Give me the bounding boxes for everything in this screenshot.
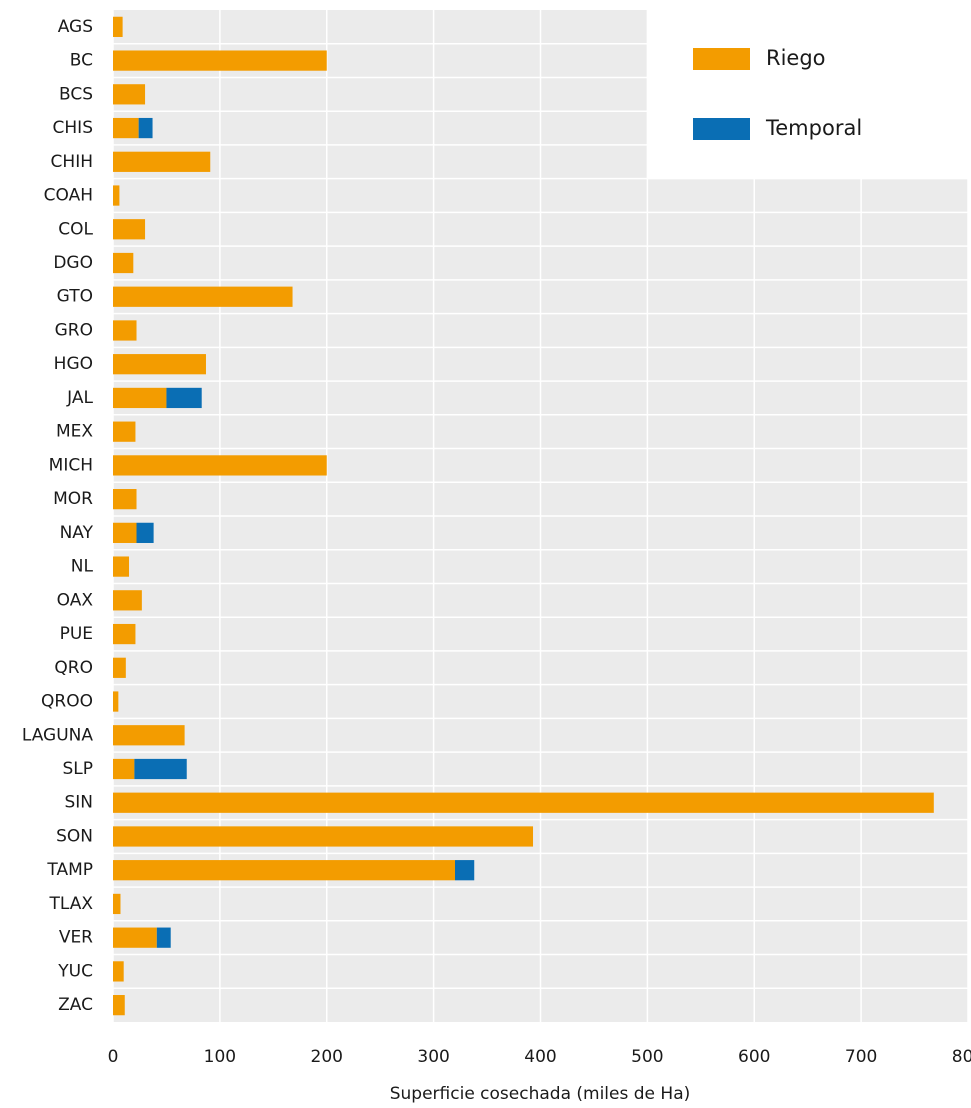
bar (113, 725, 185, 746)
bar (113, 691, 119, 712)
y-tick-label: TAMP (46, 860, 93, 880)
legend-label: Riego (766, 46, 826, 70)
y-tick-label: CHIS (53, 118, 93, 138)
y-tick-label: ZAC (58, 995, 93, 1015)
y-tick-label: DGO (53, 253, 93, 273)
bar (113, 792, 934, 813)
bar (166, 387, 202, 409)
y-tick-label: COL (58, 219, 93, 239)
x-tick-label: 400 (524, 1047, 556, 1067)
bar (113, 556, 130, 577)
legend-box (648, 10, 968, 178)
y-tick-label: OAX (57, 590, 94, 610)
y-tick-label: NAY (60, 523, 94, 543)
y-tick-label: SON (56, 826, 93, 846)
legend-label: Temporal (765, 116, 862, 140)
y-tick-label: SLP (62, 759, 93, 779)
bar (113, 826, 534, 847)
bar (113, 893, 121, 915)
x-axis-label: Superficie cosechada (miles de Ha) (390, 1084, 691, 1104)
x-tick-label: 300 (417, 1047, 449, 1067)
legend-swatch (693, 118, 750, 140)
y-tick-label: AGS (58, 17, 93, 37)
y-tick-label: VER (59, 928, 93, 948)
y-tick-label: CHIH (51, 152, 93, 172)
x-tick-label: 700 (845, 1047, 877, 1067)
bar (113, 995, 125, 1016)
bar (113, 354, 206, 375)
bar (138, 117, 153, 139)
y-tick-label: TLAX (48, 894, 93, 914)
y-tick-label: QRO (54, 658, 93, 678)
bar (113, 961, 124, 982)
y-tick-label: PUE (60, 624, 93, 644)
y-tick-label: MICH (49, 455, 93, 475)
y-tick-label: MOR (53, 489, 93, 509)
bar (136, 522, 154, 543)
x-tick-label: 600 (738, 1047, 770, 1067)
x-tick-label: 500 (631, 1047, 663, 1067)
y-tick-label: GRO (55, 320, 93, 340)
y-tick-label: LAGUNA (22, 725, 94, 745)
y-tick-label: HGO (54, 354, 93, 374)
bar (113, 185, 120, 206)
bar (113, 758, 135, 780)
y-tick-label: BC (70, 51, 93, 71)
bar (113, 387, 167, 409)
bar (113, 320, 137, 341)
bar (113, 657, 126, 678)
y-tick-label: BCS (59, 84, 93, 104)
bar (113, 151, 211, 172)
bar (134, 758, 187, 780)
y-tick-label: NL (71, 557, 94, 577)
bar (113, 50, 327, 71)
bar (113, 927, 157, 948)
bar (113, 489, 137, 510)
bar (113, 286, 293, 307)
bar (455, 860, 475, 881)
bar (113, 84, 146, 105)
x-tick-label: 100 (204, 1047, 236, 1067)
bar (113, 219, 146, 240)
x-tick-label: 0 (108, 1047, 119, 1067)
legend-swatch (693, 48, 750, 70)
y-tick-label: MEX (56, 422, 93, 442)
bar (113, 455, 327, 476)
x-tick-label: 200 (311, 1047, 343, 1067)
y-tick-label: JAL (66, 388, 93, 408)
y-tick-label: SIN (64, 793, 93, 813)
y-tick-label: YUC (57, 961, 93, 981)
bar (113, 860, 455, 881)
bar (113, 252, 134, 274)
bar (113, 117, 139, 139)
y-tick-label: GTO (57, 287, 93, 307)
y-tick-label: COAH (44, 186, 93, 206)
bar (156, 927, 171, 948)
bar (113, 522, 137, 543)
bar (113, 623, 136, 645)
bar (113, 16, 123, 37)
bar (113, 590, 142, 611)
bar (113, 421, 136, 442)
x-tick-label: 800 (952, 1047, 971, 1067)
y-tick-label: QROO (41, 692, 93, 712)
